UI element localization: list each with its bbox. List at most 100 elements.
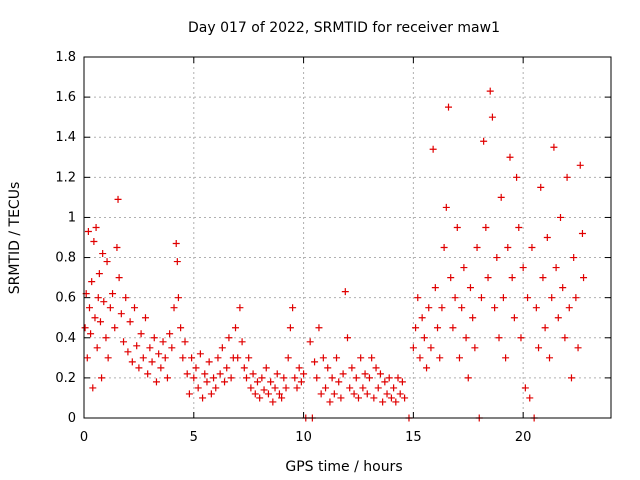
data-point: [269, 398, 277, 406]
data-point: [440, 244, 448, 252]
data-point: [346, 384, 354, 392]
data-point: [179, 354, 187, 362]
y-tick-label: 1.2: [55, 170, 76, 185]
data-point: [218, 344, 226, 352]
data-point: [401, 394, 409, 402]
y-tick-label: 1.6: [55, 90, 76, 105]
data-point: [90, 238, 98, 246]
data-point: [337, 394, 345, 402]
data-point: [532, 304, 540, 312]
data-point: [99, 250, 107, 258]
data-point: [466, 284, 474, 292]
data-point: [344, 334, 351, 342]
data-point: [275, 390, 283, 398]
data-point: [524, 294, 532, 302]
data-point: [513, 173, 521, 181]
data-point: [458, 304, 466, 312]
data-point: [379, 398, 387, 406]
data-point: [499, 294, 507, 302]
data-point: [559, 284, 567, 292]
data-point: [203, 378, 211, 386]
data-point: [166, 330, 174, 338]
data-point: [333, 354, 341, 362]
data-point: [385, 374, 393, 382]
data-point: [543, 234, 551, 241]
data-point: [111, 324, 119, 332]
data-point: [317, 390, 325, 398]
x-tick-label: 10: [295, 430, 312, 445]
data-point: [436, 354, 444, 362]
data-point: [482, 223, 490, 231]
data-point: [469, 314, 477, 322]
data-point: [212, 384, 220, 392]
data-point: [350, 390, 358, 398]
data-point: [83, 354, 91, 362]
data-point: [313, 374, 321, 382]
data-point: [319, 354, 327, 362]
data-point: [460, 264, 468, 272]
data-point: [181, 338, 189, 346]
data-point: [414, 294, 422, 302]
data-point: [354, 394, 362, 402]
data-point: [423, 364, 431, 372]
data-point: [473, 244, 481, 252]
data-point: [227, 374, 235, 382]
data-point: [394, 374, 402, 382]
data-point: [199, 394, 207, 402]
data-point: [363, 390, 371, 398]
data-point: [253, 378, 261, 386]
data-point: [172, 240, 180, 248]
data-point: [170, 304, 178, 312]
data-point: [271, 384, 279, 392]
data-point: [88, 278, 96, 286]
data-point: [324, 364, 332, 372]
data-point: [256, 394, 264, 402]
data-point: [427, 344, 435, 352]
x-tick-label: 5: [190, 430, 198, 445]
data-point: [578, 229, 586, 237]
data-point: [284, 354, 292, 362]
data-point: [225, 334, 233, 342]
data-point: [339, 370, 347, 378]
data-point: [493, 254, 501, 262]
data-point: [157, 364, 165, 372]
data-point: [120, 338, 128, 346]
data-point: [396, 390, 404, 398]
data-point: [84, 227, 92, 235]
data-point: [561, 334, 569, 342]
data-point: [295, 364, 303, 372]
data-point: [168, 344, 176, 352]
data-point: [486, 87, 494, 95]
data-point: [155, 350, 163, 358]
data-point: [291, 374, 299, 382]
data-point: [504, 244, 512, 252]
data-point: [89, 384, 97, 392]
y-tick-label: 1: [68, 210, 76, 225]
data-point: [240, 364, 248, 372]
data-point: [124, 348, 132, 356]
data-point: [398, 378, 406, 386]
data-point: [383, 390, 391, 398]
data-point: [528, 244, 536, 252]
data-point: [223, 364, 231, 372]
data-point: [359, 384, 367, 392]
data-point: [526, 394, 534, 402]
data-point: [455, 354, 463, 362]
data-point: [376, 370, 384, 378]
data-point: [357, 354, 365, 362]
data-point: [297, 378, 305, 386]
x-tick-label: 0: [80, 430, 88, 445]
data-point: [361, 370, 369, 378]
data-point: [122, 294, 130, 302]
data-point: [412, 324, 420, 332]
data-point: [429, 145, 437, 153]
data-point: [245, 354, 253, 362]
data-point: [159, 338, 167, 346]
data-point: [348, 364, 356, 372]
data-point: [126, 318, 134, 326]
data-point: [135, 364, 143, 372]
data-point: [434, 324, 442, 332]
data-point: [161, 354, 169, 362]
